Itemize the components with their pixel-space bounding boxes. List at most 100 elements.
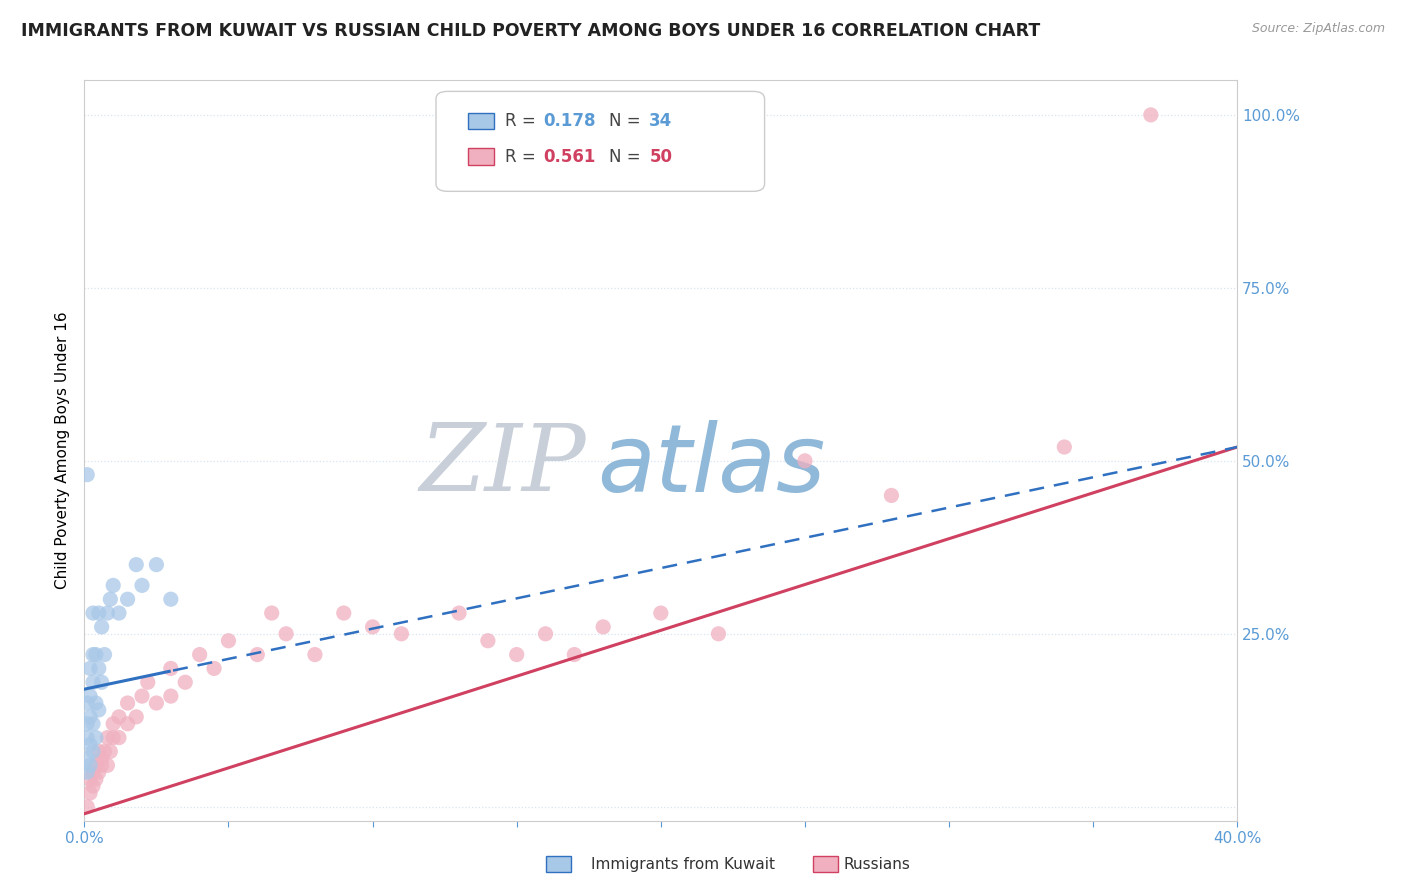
Point <box>84 772 107 786</box>
Point <box>79 710 101 724</box>
Point <box>188 648 211 662</box>
Point <box>90 675 112 690</box>
Point <box>82 716 104 731</box>
Text: IMMIGRANTS FROM KUWAIT VS RUSSIAN CHILD POVERTY AMONG BOYS UNDER 16 CORRELATION : IMMIGRANTS FROM KUWAIT VS RUSSIAN CHILD … <box>21 22 1040 40</box>
Point <box>117 696 139 710</box>
Point <box>76 765 98 780</box>
Point <box>82 606 104 620</box>
Point <box>218 633 240 648</box>
Text: 0.178: 0.178 <box>543 112 596 130</box>
Text: Immigrants from Kuwait: Immigrants from Kuwait <box>591 857 775 872</box>
Point <box>82 779 104 793</box>
Point <box>87 765 110 780</box>
Point <box>449 606 471 620</box>
Text: R =: R = <box>505 112 541 130</box>
Point <box>534 627 557 641</box>
Point <box>276 627 298 641</box>
Point <box>131 689 153 703</box>
Point <box>79 689 101 703</box>
Point <box>87 661 110 675</box>
Text: ZIP: ZIP <box>419 420 586 510</box>
Text: N =: N = <box>609 147 645 166</box>
Point <box>160 592 183 607</box>
Point <box>117 716 139 731</box>
Text: R =: R = <box>505 147 541 166</box>
Point <box>84 696 107 710</box>
Bar <box>468 113 494 129</box>
Point <box>90 620 112 634</box>
Point <box>260 606 283 620</box>
Text: 0.561: 0.561 <box>543 147 596 166</box>
Point <box>82 648 104 662</box>
Text: N =: N = <box>609 112 645 130</box>
Point <box>108 606 131 620</box>
Text: 50: 50 <box>650 147 672 166</box>
Point <box>125 710 148 724</box>
Point <box>76 731 98 745</box>
Point <box>79 786 101 800</box>
Point <box>707 627 730 641</box>
Point <box>592 620 614 634</box>
Text: atlas: atlas <box>598 420 825 511</box>
Y-axis label: Child Poverty Among Boys Under 16: Child Poverty Among Boys Under 16 <box>55 311 70 590</box>
Point <box>108 731 131 745</box>
Point <box>145 696 167 710</box>
Point <box>361 620 384 634</box>
Point <box>794 454 817 468</box>
Point <box>1140 108 1163 122</box>
Point <box>84 758 107 772</box>
Point <box>90 758 112 772</box>
Point <box>304 648 326 662</box>
Point <box>391 627 413 641</box>
Point <box>98 592 121 607</box>
Point <box>160 661 183 675</box>
Point <box>160 689 183 703</box>
Point <box>136 675 159 690</box>
Point <box>87 606 110 620</box>
Point <box>76 751 98 765</box>
Point <box>98 744 121 758</box>
Point <box>506 648 529 662</box>
Point <box>333 606 356 620</box>
Point <box>131 578 153 592</box>
Point <box>477 633 499 648</box>
Point <box>96 731 118 745</box>
Point <box>96 758 118 772</box>
Point <box>79 661 101 675</box>
Text: Russians: Russians <box>844 857 911 872</box>
Point <box>103 578 124 592</box>
Point <box>76 716 98 731</box>
Point <box>76 467 98 482</box>
Point <box>246 648 269 662</box>
Point <box>125 558 148 572</box>
Point <box>93 744 115 758</box>
Point <box>84 648 107 662</box>
Text: 34: 34 <box>650 112 672 130</box>
Point <box>96 606 118 620</box>
FancyBboxPatch shape <box>436 91 765 191</box>
Point <box>79 738 101 752</box>
Point <box>650 606 672 620</box>
Point <box>103 731 124 745</box>
Point <box>202 661 225 675</box>
Point <box>82 744 104 758</box>
Point <box>564 648 586 662</box>
Bar <box>468 148 494 165</box>
Point <box>76 799 98 814</box>
Point <box>87 703 110 717</box>
Point <box>174 675 197 690</box>
Point <box>79 772 101 786</box>
Point <box>76 696 98 710</box>
Point <box>82 675 104 690</box>
Point <box>103 716 124 731</box>
Point <box>90 751 112 765</box>
Point <box>79 758 101 772</box>
Point <box>87 744 110 758</box>
Point <box>82 765 104 780</box>
Point <box>108 710 131 724</box>
Point <box>93 648 115 662</box>
Point <box>117 592 139 607</box>
Point <box>145 558 167 572</box>
Text: Source: ZipAtlas.com: Source: ZipAtlas.com <box>1251 22 1385 36</box>
Point <box>1053 440 1076 454</box>
